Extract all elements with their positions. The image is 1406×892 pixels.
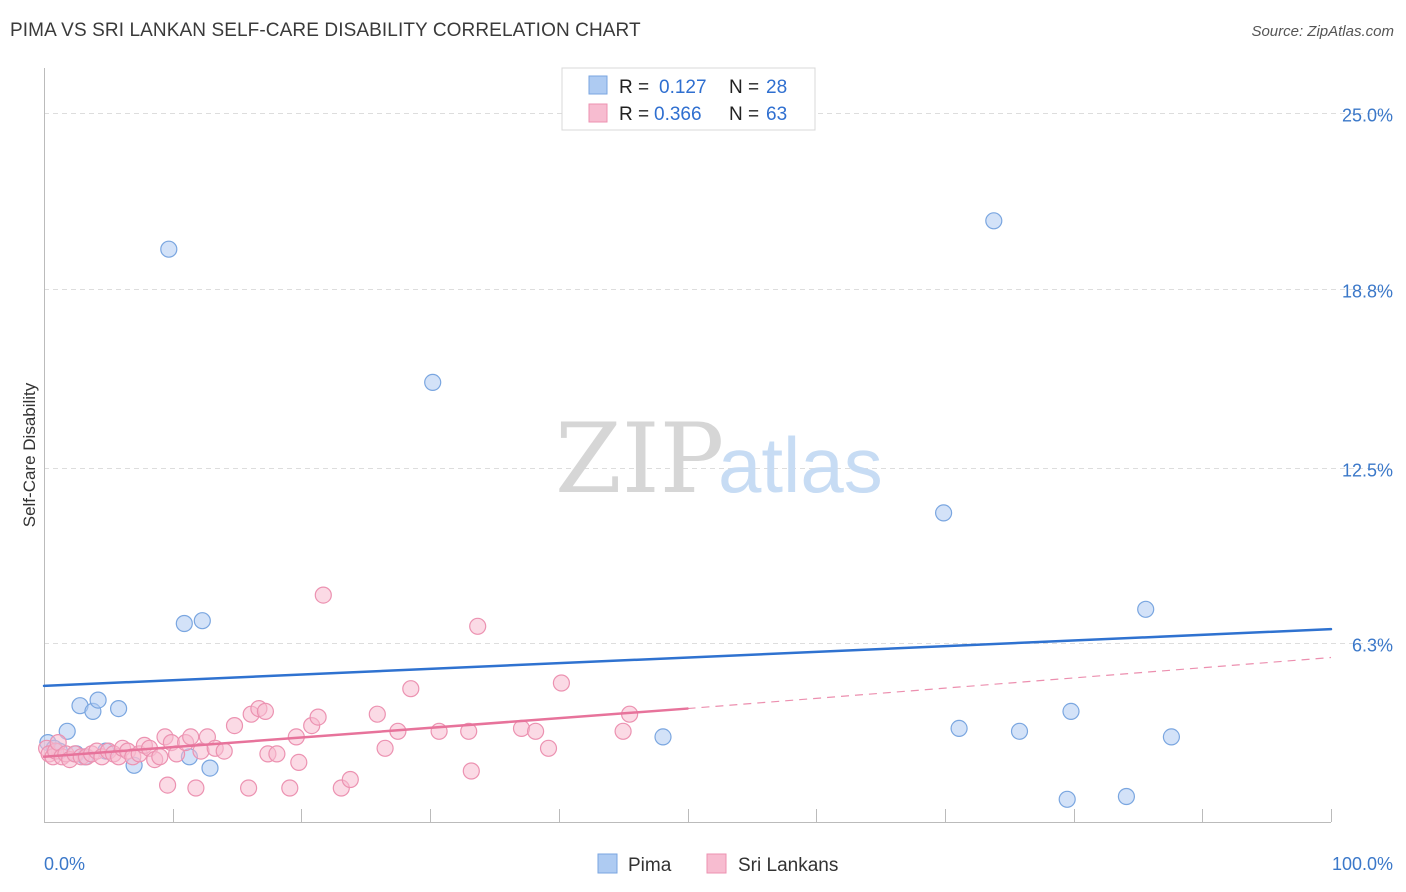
x-tick-label-min: 0.0% [44, 854, 85, 874]
chart-title: PIMA VS SRI LANKAN SELF-CARE DISABILITY … [10, 20, 641, 41]
pima-point-12 [160, 240, 178, 258]
grid-layer [44, 113, 1390, 644]
pima-trend-line [42, 627, 1333, 688]
legend-swatch-pima [588, 75, 608, 95]
sri-point-52 [376, 739, 394, 757]
sri-point-56 [460, 722, 478, 740]
chart-source: Source: ZipAtlas.com [1251, 23, 1394, 40]
watermark-atlas: atlas [718, 421, 883, 509]
sri-point-24 [151, 748, 169, 766]
sri-point-63 [614, 722, 632, 740]
y-tick-label-0: 6.3% [1352, 636, 1393, 656]
trend-layer [42, 627, 1333, 759]
pima-point-18 [654, 728, 672, 746]
pima-point-17 [424, 373, 442, 391]
sri-point-31 [187, 779, 205, 797]
sri-point-40 [256, 702, 274, 721]
pima-point-24 [1062, 702, 1080, 721]
legend-r-value-pima: 0.127 [659, 77, 707, 98]
watermark-zip: ZIP [555, 403, 724, 515]
legend-r-label-sri: R = [619, 104, 649, 125]
sri-point-50 [341, 770, 359, 789]
sri-point-26 [159, 776, 177, 794]
sri-point-37 [240, 779, 258, 797]
pima-point-15 [193, 612, 211, 630]
stats-legend: R = 0.127 N = 28 R = 0.366 N = 63 [561, 67, 816, 131]
sri-point-51 [368, 705, 386, 723]
y-tick-label-3: 25.0% [1342, 106, 1393, 126]
legend-n-value-sri: 63 [766, 104, 787, 125]
pima-point-20 [950, 719, 968, 738]
pima-point-3 [58, 722, 76, 740]
bottom-legend-label-sri[interactable]: Sri Lankans [738, 855, 838, 876]
y-axis-title: Self-Care Disability [20, 382, 39, 527]
pima-point-27 [1162, 728, 1181, 746]
legend-n-label-pima: N = [729, 77, 759, 98]
pima-point-13 [175, 614, 193, 633]
legend-swatch-sri [588, 103, 608, 123]
pima-point-21 [985, 212, 1003, 230]
legend-n-label-sri: N = [729, 104, 759, 125]
pima-point-23 [1058, 790, 1076, 808]
sri-point-45 [290, 753, 308, 772]
sri-point-35 [215, 742, 233, 760]
sri-point-42 [268, 745, 286, 763]
pima-point-10 [109, 699, 128, 718]
sri-point-43 [281, 779, 299, 797]
legend-r-value-sri: 0.366 [654, 104, 702, 125]
pima-point-8 [89, 691, 107, 709]
series-legend: Pima Sri Lankans [597, 853, 838, 876]
bottom-legend-swatch-sri[interactable] [706, 853, 727, 874]
y-tick-label-2: 18.8% [1342, 282, 1393, 302]
x-tick-label-max: 100.0% [1332, 854, 1393, 874]
sri-point-30 [182, 728, 200, 746]
sri-point-58 [469, 617, 487, 635]
legend-r-label-pima: R = [619, 77, 649, 98]
pima-point-22 [1010, 722, 1029, 740]
sri-point-61 [539, 739, 558, 757]
pima-point-26 [1137, 600, 1155, 618]
y-tick-labels: 6.3% 12.5% 18.8% 25.0% [1342, 106, 1393, 656]
sri-point-62 [552, 674, 571, 692]
y-tick-label-1: 12.5% [1342, 461, 1393, 481]
sri-point-47 [309, 708, 327, 726]
pima-point-25 [1117, 787, 1136, 806]
sri-point-57 [462, 762, 480, 780]
legend-n-value-pima: 28 [766, 77, 787, 98]
pima-point-16 [201, 759, 219, 777]
sri-point-59 [512, 719, 531, 738]
bottom-legend-swatch-pima[interactable] [597, 853, 618, 874]
bottom-legend-label-pima[interactable]: Pima [628, 855, 672, 876]
sri-point-36 [225, 716, 244, 735]
sri-point-60 [526, 722, 545, 740]
sri-point-54 [402, 680, 420, 698]
x-tick-marks [173, 809, 1332, 822]
watermark: ZIP atlas [555, 403, 883, 515]
pima-point-19 [934, 504, 953, 522]
sri-trend-extension [687, 656, 1332, 710]
sri-trend-line [42, 707, 689, 759]
sri-point-48 [314, 586, 332, 604]
